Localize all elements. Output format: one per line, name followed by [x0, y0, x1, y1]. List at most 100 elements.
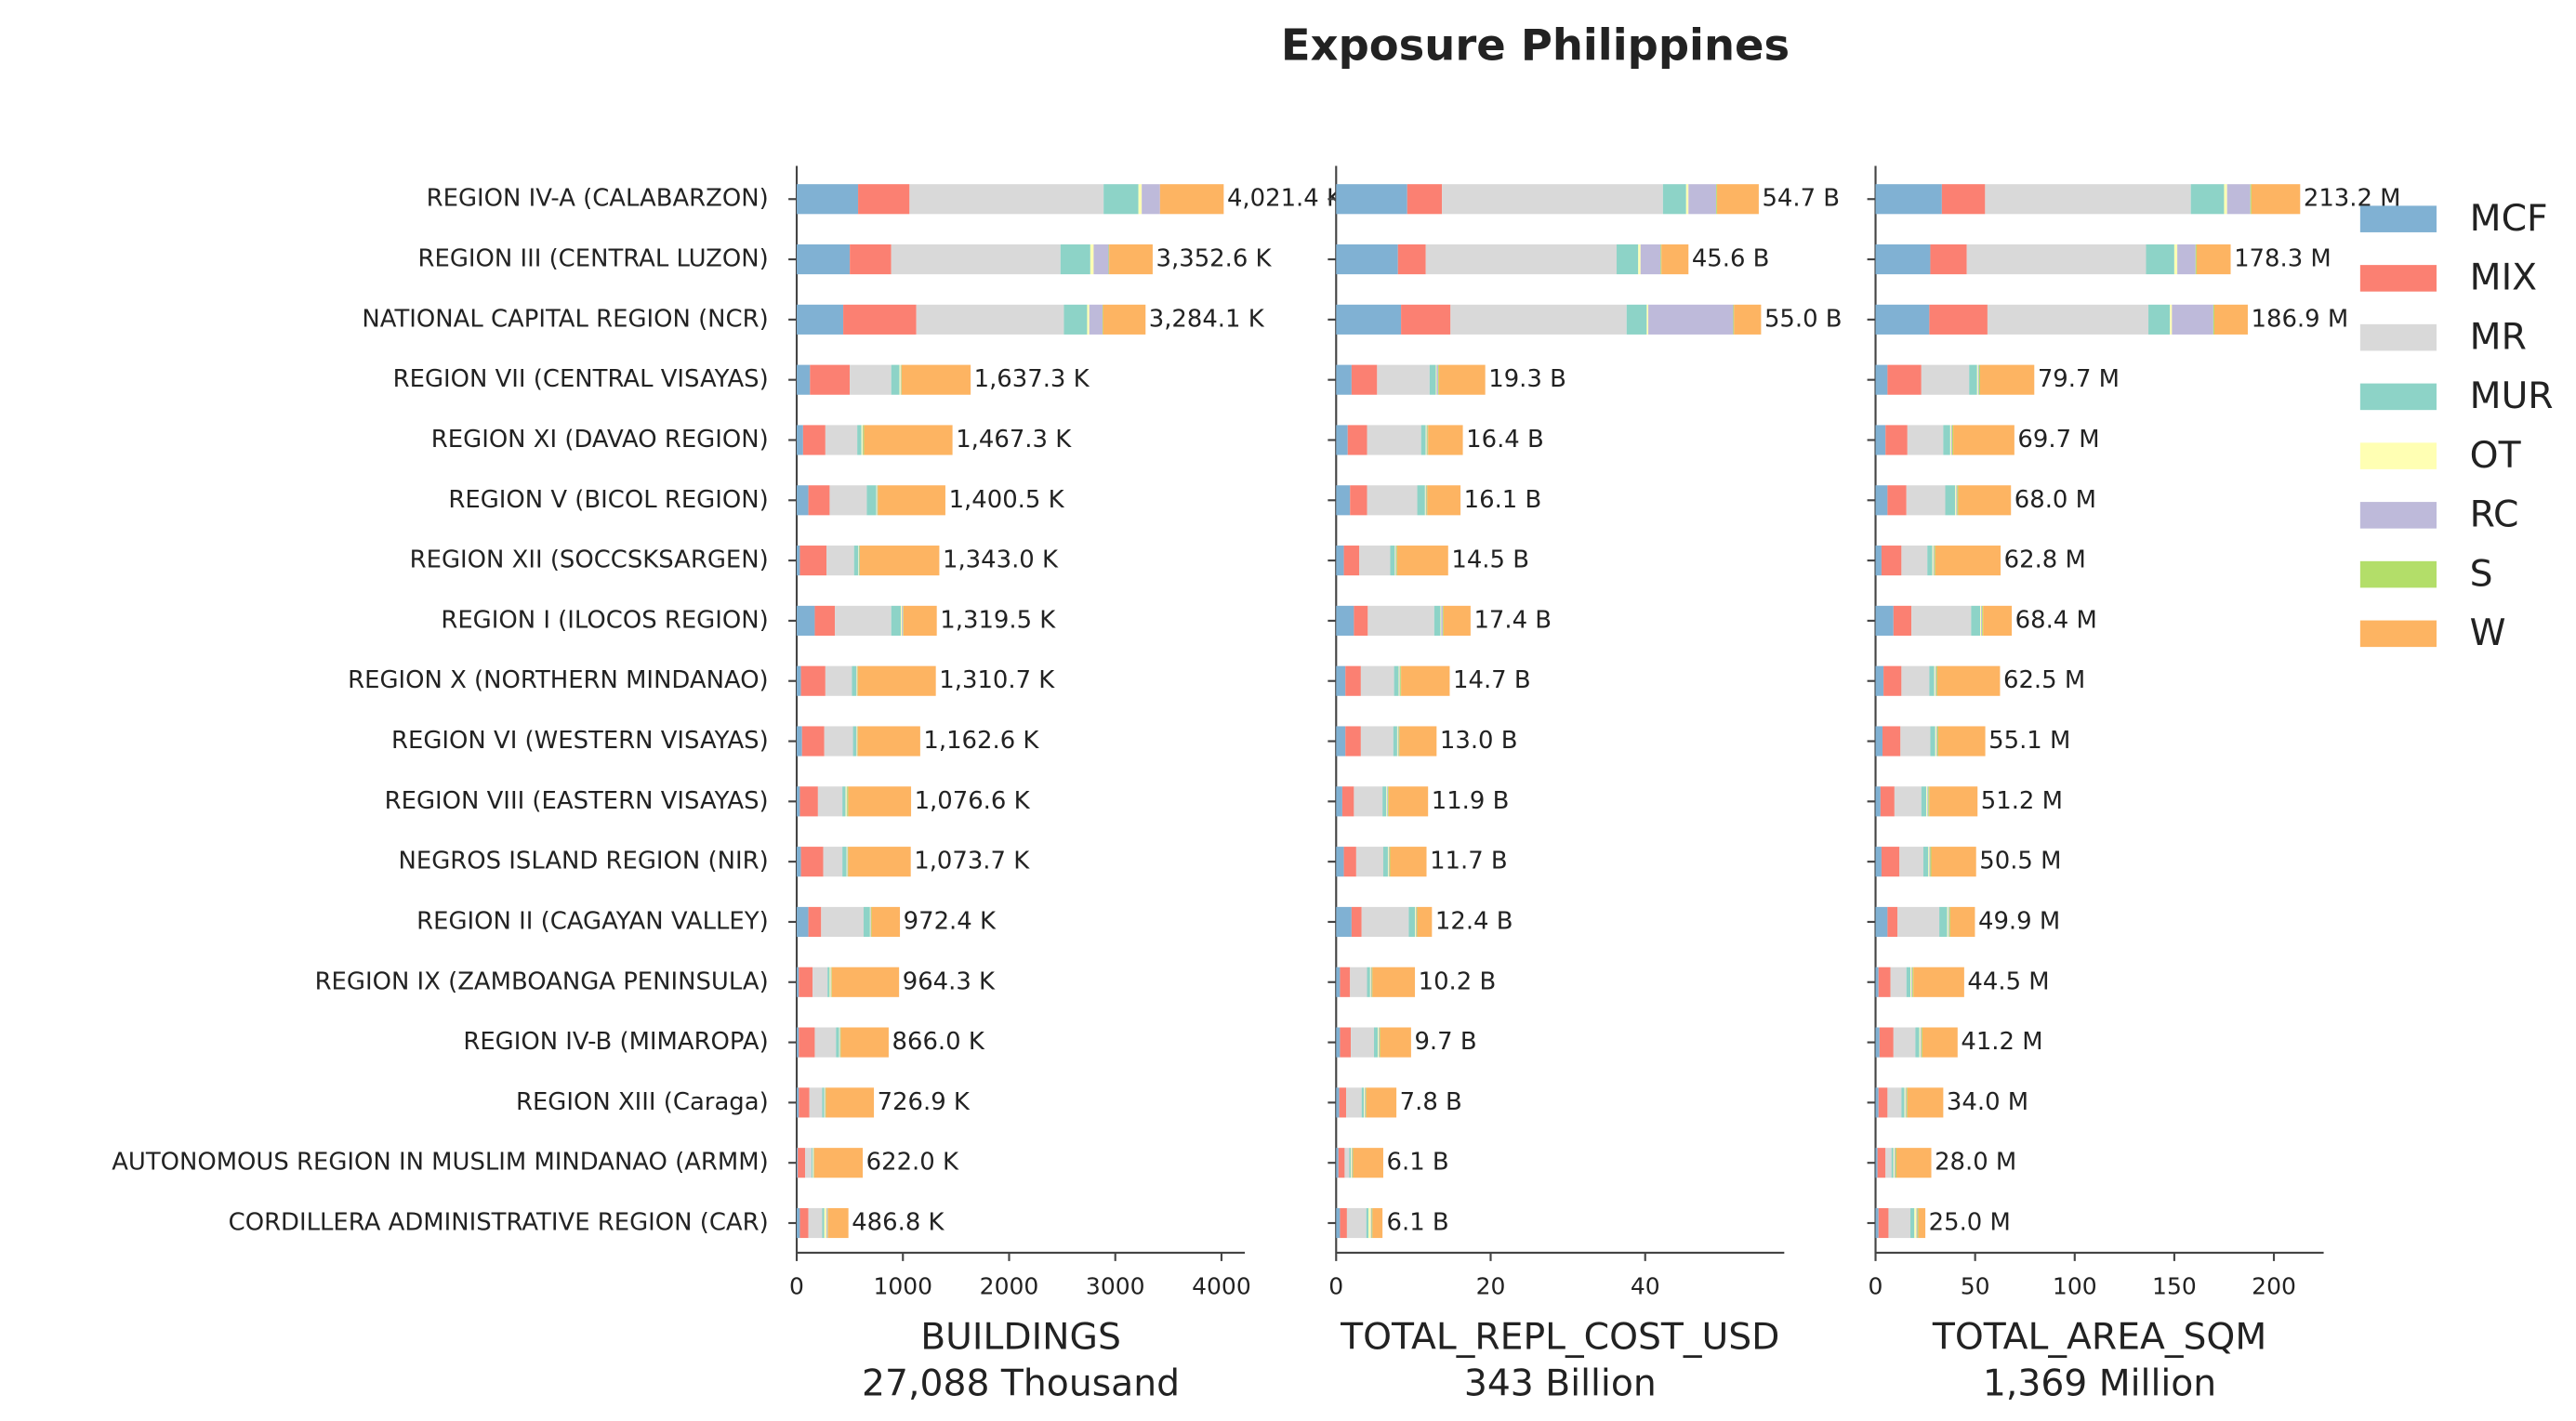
- total-label: 1,319.5 K: [940, 606, 1056, 634]
- legend-swatch: [2359, 383, 2437, 411]
- bar-segment: [1915, 1027, 1920, 1058]
- bar-segment: [1374, 1027, 1379, 1058]
- bar-segment: [1950, 425, 1953, 455]
- total-label: 41.2 M: [1961, 1028, 2042, 1056]
- bar-segment: [901, 364, 971, 395]
- bar-segment: [1344, 1148, 1350, 1178]
- bar-segment: [1345, 665, 1361, 696]
- bar-segment: [1377, 364, 1430, 395]
- bar-segment: [1879, 1027, 1894, 1058]
- x-tick-label: 0: [1328, 1272, 1343, 1299]
- bar-segment: [797, 546, 800, 576]
- bar-segment: [1370, 967, 1372, 997]
- x-tick-label: 2000: [980, 1272, 1039, 1299]
- total-label: 55.1 M: [1988, 727, 2070, 755]
- y-tick-label: REGION VII (CENTRAL VISAYAS): [393, 365, 769, 393]
- bar-segment: [1922, 847, 1929, 877]
- bar-segment: [1887, 364, 1922, 395]
- bar-segment: [1646, 304, 1649, 335]
- bar-segment: [1883, 665, 1902, 696]
- bar-segment: [1978, 364, 1981, 395]
- y-tick-label: AUTONOMOUS REGION IN MUSLIM MINDANAO (AR…: [112, 1149, 768, 1177]
- x-tick-label: 0: [1869, 1272, 1883, 1299]
- bar-segment: [1350, 967, 1367, 997]
- chart-title: Exposure Philippines: [1281, 20, 1790, 70]
- bar-segment: [1336, 546, 1344, 576]
- bar-segment: [1364, 1087, 1366, 1118]
- bar-segment: [1398, 665, 1400, 696]
- y-tick-label: REGION IV-A (CALABARZON): [427, 185, 769, 213]
- bar-segment: [1875, 786, 1881, 817]
- total-label: 69.7 M: [2017, 426, 2099, 454]
- total-label: 68.4 M: [2015, 606, 2097, 634]
- bar-segment: [1894, 786, 1922, 817]
- bar-segment: [1367, 605, 1434, 636]
- bar-segment: [1399, 665, 1401, 696]
- bar-segment: [813, 1148, 864, 1178]
- bar-segment: [1415, 906, 1416, 938]
- total-label: 964.3 K: [903, 967, 996, 995]
- bar-segment: [916, 304, 1064, 335]
- total-label: 486.8 K: [852, 1209, 945, 1237]
- bar-segment: [1368, 1207, 1371, 1239]
- bar-segment: [2251, 184, 2301, 215]
- total-label: 3,284.1 K: [1149, 305, 1265, 333]
- bar-segment: [1928, 786, 1930, 817]
- bar-segment: [902, 605, 904, 636]
- bar-segment: [859, 546, 940, 576]
- bar-segment: [846, 786, 848, 817]
- bar-segment: [1945, 485, 1956, 516]
- bar-segment: [1090, 243, 1094, 275]
- bar-segment: [850, 364, 892, 395]
- x-tick-label: 3000: [1086, 1272, 1145, 1299]
- bar-segment: [1372, 1207, 1383, 1239]
- bar-segment: [839, 1027, 840, 1058]
- y-tick-label: REGION II (CAGAYAN VALLEY): [416, 907, 768, 935]
- bar-segment: [903, 605, 937, 636]
- bar-segment: [1372, 967, 1416, 997]
- bar-segment: [797, 485, 809, 516]
- bar-segment: [1336, 786, 1342, 817]
- bar-segment: [1875, 425, 1886, 455]
- bar-segment: [1343, 546, 1360, 576]
- bar-segment: [1142, 184, 1160, 215]
- total-label: 622.0 K: [866, 1149, 959, 1177]
- bar-segment: [1935, 726, 1936, 757]
- bar-segment: [1941, 184, 1986, 215]
- bar-segment: [2177, 243, 2196, 275]
- bar-segment: [1953, 425, 2015, 455]
- bar-segment: [859, 546, 860, 576]
- bar-segment: [1138, 184, 1143, 215]
- bar-segment: [850, 243, 892, 275]
- bar-segment: [1396, 546, 1448, 576]
- bar-segment: [1340, 1207, 1347, 1239]
- legend-swatch: [2359, 265, 2437, 292]
- bar-segment: [1875, 605, 1894, 636]
- bar-segment: [1875, 906, 1888, 938]
- bar-segment: [1660, 243, 1662, 275]
- bar-segment: [1420, 425, 1426, 455]
- bar-segment: [901, 364, 902, 395]
- total-label: 13.0 B: [1440, 727, 1518, 755]
- bar-segment: [1336, 605, 1354, 636]
- bar-segment: [1930, 847, 1932, 877]
- bar-segment: [1875, 1087, 1879, 1118]
- bar-segment: [826, 546, 854, 576]
- bar-segment: [1397, 726, 1399, 757]
- bar-segment: [1089, 304, 1103, 335]
- bar-segment: [1887, 906, 1898, 938]
- bar-segment: [1346, 1087, 1362, 1118]
- bar-segment: [1388, 847, 1390, 877]
- bar-segment: [866, 485, 877, 516]
- total-label: 25.0 M: [1929, 1209, 2011, 1237]
- bar-segment: [1981, 605, 1983, 636]
- bar-segment: [1390, 847, 1427, 877]
- legend-label: MR: [2470, 316, 2527, 358]
- bar-segment: [857, 425, 862, 455]
- y-tick-label: REGION IV-B (MIMAROPA): [463, 1028, 768, 1056]
- y-tick-label: REGION III (CENTRAL LUZON): [418, 245, 769, 273]
- bar-segment: [1907, 1087, 1944, 1118]
- bar-segment: [1103, 184, 1139, 215]
- bar-segment: [1367, 425, 1421, 455]
- total-label: 54.7 B: [1762, 185, 1840, 213]
